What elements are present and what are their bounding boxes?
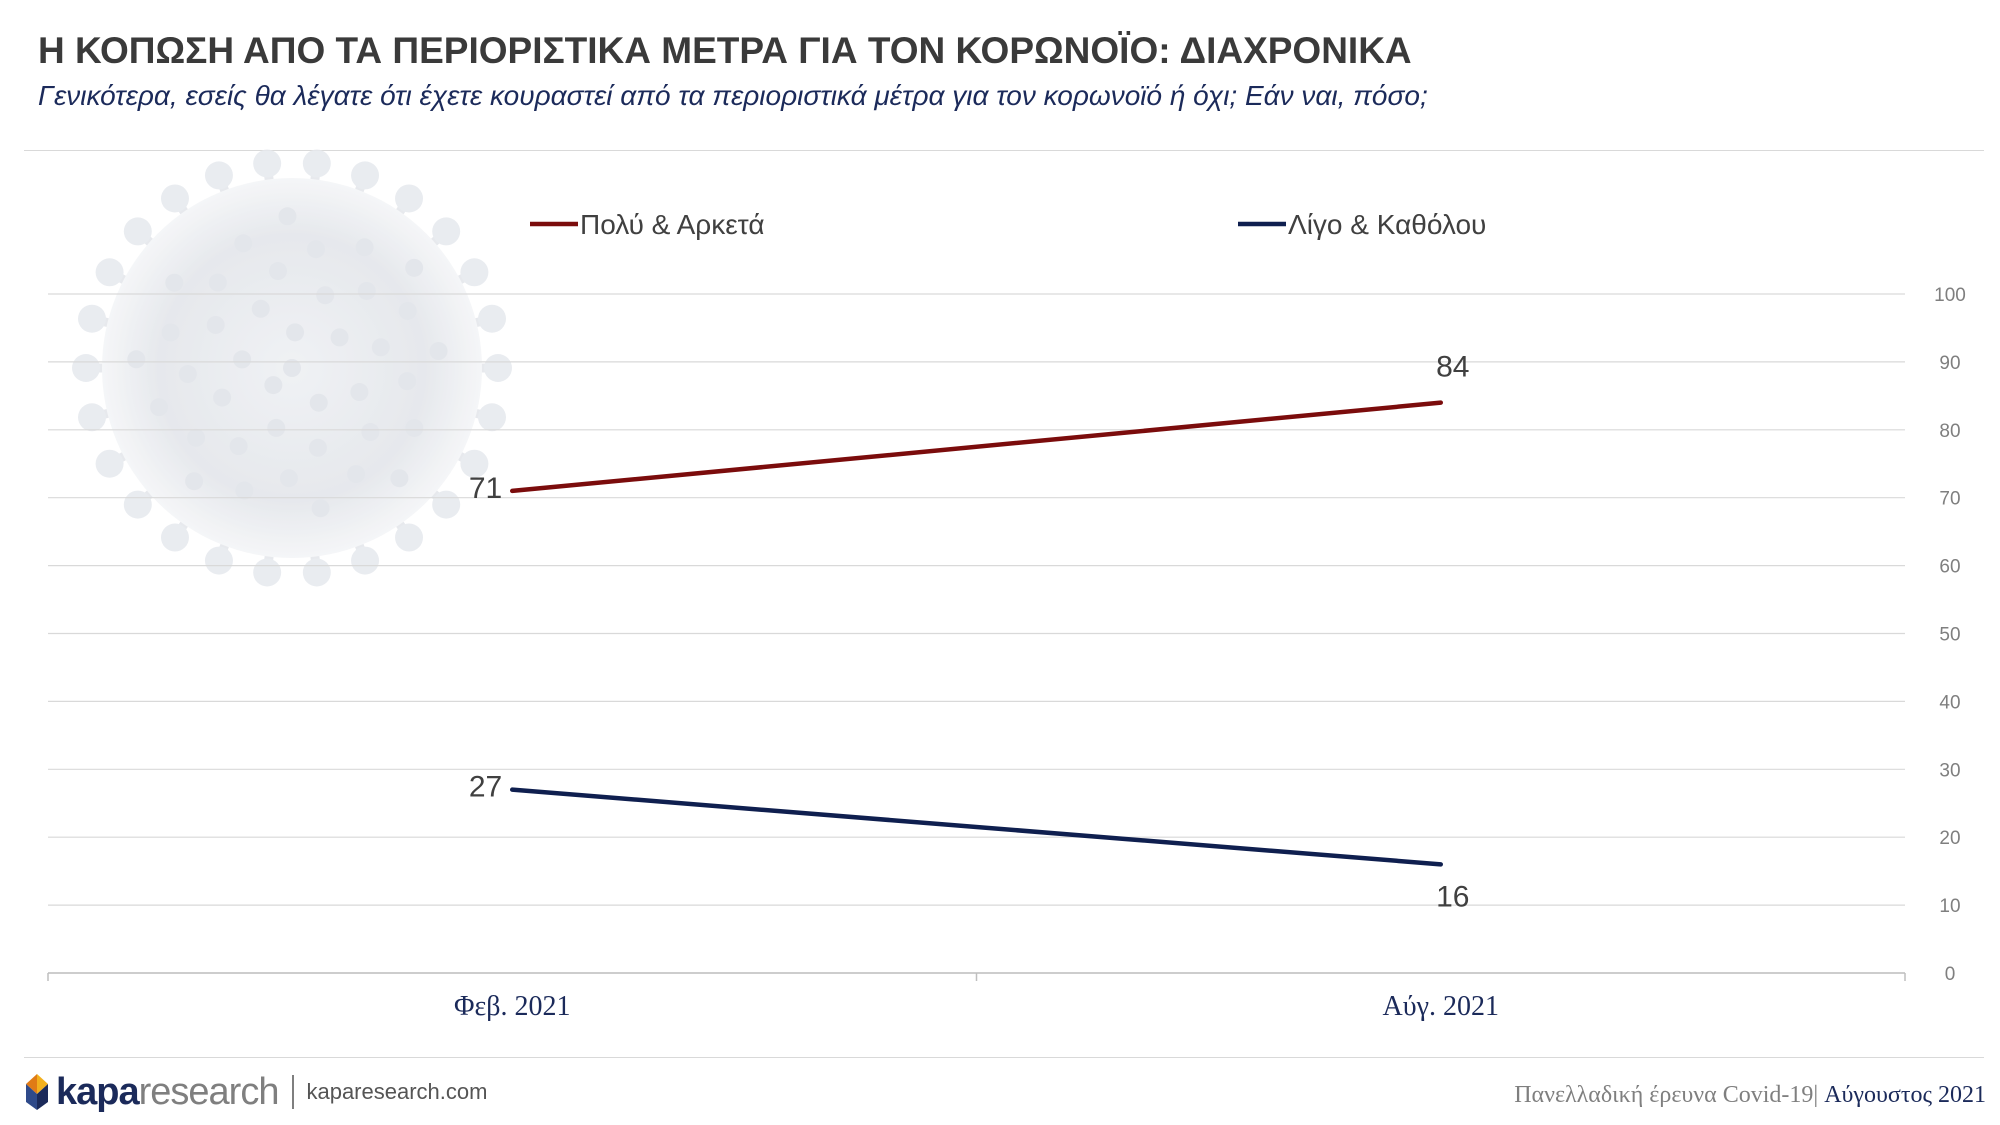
y-tick-label: 30 <box>1939 760 1960 781</box>
chart-title: Η ΚΟΠΩΣΗ ΑΠΟ ΤΑ ΠΕΡΙΟΡΙΣΤΙΚΑ ΜΕΤΡΑ ΓΙΑ Τ… <box>38 30 1412 71</box>
kapa-research-logo: kaparesearch kaparesearch.com <box>24 1070 488 1114</box>
website-link[interactable]: kaparesearch.com <box>306 1079 488 1104</box>
logo-separator <box>292 1075 295 1109</box>
series-line-1 <box>510 400 1443 494</box>
y-tick-label: 100 <box>1934 285 1966 306</box>
y-tick-label: 10 <box>1939 896 1960 917</box>
x-axis: Φεβ. 2021 Αύγ. 2021 <box>47 972 1906 1022</box>
legend-item: Λίγο & Καθόλου <box>1238 209 1486 240</box>
data-label: 71 <box>469 472 502 505</box>
y-tick-label: 80 <box>1939 421 1960 442</box>
logo-research: research <box>138 1070 280 1113</box>
y-tick-label: 90 <box>1939 353 1960 374</box>
series-line-2 <box>510 787 1443 867</box>
y-tick-label: 20 <box>1939 828 1960 849</box>
data-label: 16 <box>1436 880 1469 913</box>
data-label: 27 <box>469 771 502 804</box>
header-divider <box>24 150 1984 151</box>
legend-item: Πολύ & Αρκετά <box>530 209 765 240</box>
data-labels: 71 84 27 16 <box>469 351 1470 914</box>
y-tick-label: 60 <box>1939 557 1960 578</box>
x-tick-label: Αύγ. 2021 <box>1383 991 1499 1022</box>
logo-wordmark: kaparesearch <box>56 1070 280 1114</box>
footer-survey: Πανελλαδική έρευνα Covid-19| <box>1514 1082 1819 1108</box>
chart-series <box>510 400 1443 867</box>
y-tick-label: 50 <box>1939 625 1960 646</box>
chart-legend: Πολύ & Αρκετά Λίγο & Καθόλου <box>530 209 1486 240</box>
y-tick-label: 0 <box>1945 964 1956 985</box>
data-label: 84 <box>1436 351 1469 384</box>
footer-survey-info: Πανελλαδική έρευνα Covid-19| Αύγουστος 2… <box>1514 1082 1986 1109</box>
logo-kapa: kapa <box>56 1070 140 1113</box>
virus-watermark-icon <box>72 149 512 587</box>
y-axis-ticks: 0 10 20 30 40 50 60 70 80 90 100 <box>1934 285 1966 985</box>
chart-subtitle: Γενικότερα, εσείς θα λέγατε ότι έχετε κο… <box>38 80 1428 111</box>
kapa-logo-icon <box>26 1074 48 1110</box>
footer-date: Αύγουστος 2021 <box>1818 1082 1986 1108</box>
legend-label: Λίγο & Καθόλου <box>1288 209 1486 240</box>
legend-label: Πολύ & Αρκετά <box>580 209 765 240</box>
y-tick-label: 40 <box>1939 692 1960 713</box>
footer-divider <box>24 1057 1984 1058</box>
x-tick-label: Φεβ. 2021 <box>454 991 570 1022</box>
y-tick-label: 70 <box>1939 489 1960 510</box>
